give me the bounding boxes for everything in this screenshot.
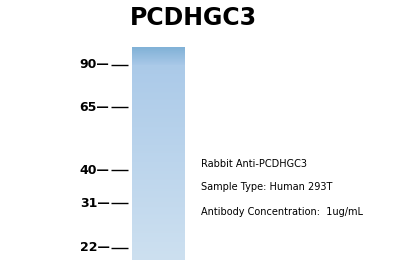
Text: 40—: 40—	[80, 164, 110, 176]
Text: 65—: 65—	[80, 101, 110, 114]
Text: PCDHGC3: PCDHGC3	[130, 6, 257, 30]
Text: Antibody Concentration:  1ug/mL: Antibody Concentration: 1ug/mL	[201, 207, 363, 217]
Text: Sample Type: Human 293T: Sample Type: Human 293T	[201, 182, 332, 193]
Text: 90—: 90—	[80, 58, 110, 71]
Text: Rabbit Anti-PCDHGC3: Rabbit Anti-PCDHGC3	[201, 159, 307, 169]
Text: 31—: 31—	[80, 197, 110, 210]
Text: 22—: 22—	[80, 241, 110, 254]
